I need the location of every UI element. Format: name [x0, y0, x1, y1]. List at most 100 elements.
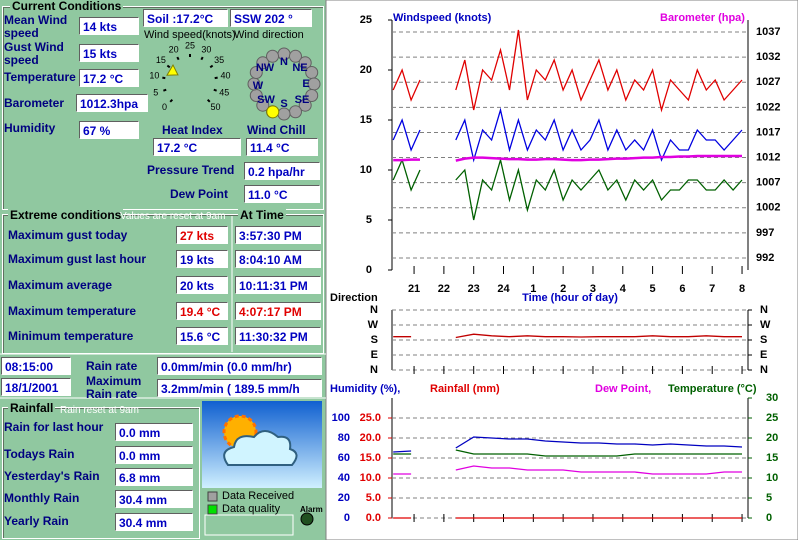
x-tick-label: 6 [679, 283, 685, 295]
gauge-tick-label: 50 [210, 102, 220, 112]
value-box: SSW 202 ° [230, 9, 312, 27]
y-tick-label: 10 [766, 472, 778, 484]
x-tick-label: 24 [497, 283, 510, 295]
y-tick-label: 1017 [756, 126, 780, 138]
group [2, 214, 324, 354]
y-tick-label: 25 [360, 14, 372, 26]
value-box: 11.4 °C [246, 138, 318, 156]
label: Data quality [222, 503, 281, 515]
gauge-tick-label: 35 [214, 55, 224, 65]
compass-label: N [280, 56, 288, 68]
y-tick-label: 10 [360, 164, 372, 176]
chart-title: Barometer (hpa) [660, 12, 745, 24]
y-tick-label: E [760, 349, 767, 361]
value-box: 67 % [79, 121, 139, 139]
label: Monthly Rain [4, 491, 80, 505]
y-tick-label: 0 [366, 264, 372, 276]
y-tick-label: N [760, 304, 768, 316]
y-tick-label: 30 [766, 392, 778, 404]
value-box: 20 kts [176, 276, 228, 294]
gauge-tick [176, 56, 180, 61]
x-tick-label: 3 [590, 283, 596, 295]
y-tick-label: 5 [366, 214, 372, 226]
y-tick-label: 25.0 [360, 412, 381, 424]
label: Gust Wind speed [4, 40, 64, 67]
series-line [392, 157, 743, 221]
x-tick-label: 5 [650, 283, 656, 295]
y-tick-label: 1032 [756, 51, 780, 63]
gauge-tick [163, 88, 167, 92]
y-tick-label: W [368, 319, 379, 331]
compass-label: NE [292, 62, 307, 74]
value-box: 10:11:31 PM [235, 276, 321, 294]
y-tick-label: N [370, 364, 378, 376]
gauge-tick-label: 10 [149, 71, 159, 81]
series-line [392, 107, 743, 163]
gauge-tick [209, 64, 214, 69]
weather-icon [202, 401, 322, 536]
value-box: 4:07:17 PM [235, 302, 321, 320]
label: Maximum Rain rate [86, 374, 142, 401]
series-line [392, 29, 743, 113]
group [2, 6, 324, 210]
group [2, 407, 200, 539]
label: Data Received [222, 490, 295, 502]
y-tick-label: 1012 [756, 151, 780, 163]
label: Todays Rain [4, 447, 75, 461]
y-tick-label: 15 [766, 452, 778, 464]
compass-label: S [280, 98, 287, 110]
y-tick-label: 15 [360, 114, 372, 126]
compass-light [256, 56, 270, 70]
value-box: 18/1/2001 [1, 378, 71, 396]
value-box: 3:57:30 PM [235, 226, 321, 244]
value-box: 0.2 hpa/hr [244, 162, 320, 180]
cloud [223, 430, 298, 466]
x-tick-label: 22 [438, 283, 450, 295]
compass-light [249, 66, 263, 80]
label: Yesterday's Rain [4, 469, 100, 483]
gauge-tick [169, 98, 174, 103]
label: Rain reset at 9am [60, 405, 139, 416]
value-box: 11.0 °C [244, 185, 320, 203]
value-box: 11:30:32 PM [235, 327, 321, 345]
chart-title: Rainfall (mm) [430, 383, 500, 395]
chart-title: Temperature (°C) [668, 383, 757, 395]
y-tick-label: 40 [338, 472, 350, 484]
y-tick-label: 997 [756, 227, 774, 239]
label: Rainfall [8, 401, 56, 415]
series-line [393, 154, 742, 162]
y-tick-label: 0 [766, 512, 772, 524]
compass-light [298, 56, 312, 70]
chart-title: Humidity (%), [330, 383, 400, 395]
y-tick-label: 20 [360, 64, 372, 76]
chart-title: Direction [330, 292, 378, 304]
y-tick-label: 20.0 [360, 432, 381, 444]
value-box: 27 kts [176, 226, 228, 244]
label: At Time [238, 208, 286, 222]
compass-label: SW [257, 94, 275, 106]
gauge-tick-label: 40 [221, 71, 231, 81]
x-tick-label: 23 [468, 283, 480, 295]
value-box: Soil :17.2°C [143, 9, 228, 27]
gauge-tick [166, 64, 171, 69]
y-tick-label: N [370, 304, 378, 316]
x-axis-label: Time (hour of day) [522, 292, 618, 304]
compass-light [256, 98, 270, 112]
chart-title: Dew Point, [595, 383, 651, 395]
label: Maximum gust last hour [8, 252, 147, 266]
gauge-tick [206, 98, 211, 103]
value-box: 1012.3hpa [76, 94, 148, 112]
y-tick-label: 1007 [756, 177, 780, 189]
y-tick-label: 60 [338, 452, 350, 464]
y-tick-label: 0.0 [366, 512, 381, 524]
value-box: 17.2 °C [79, 69, 139, 87]
gauge-tick-label: 30 [201, 44, 211, 54]
compass-label: W [253, 80, 264, 92]
compass-label: NW [256, 62, 275, 74]
gauge-tick [213, 88, 217, 92]
value-box: 0.0 mm [115, 423, 193, 441]
y-tick-label: 25 [766, 412, 778, 424]
label: Rain rate [86, 359, 138, 373]
value-box: 6.8 mm [115, 468, 193, 486]
label: Wind speed(knots) [144, 29, 236, 41]
